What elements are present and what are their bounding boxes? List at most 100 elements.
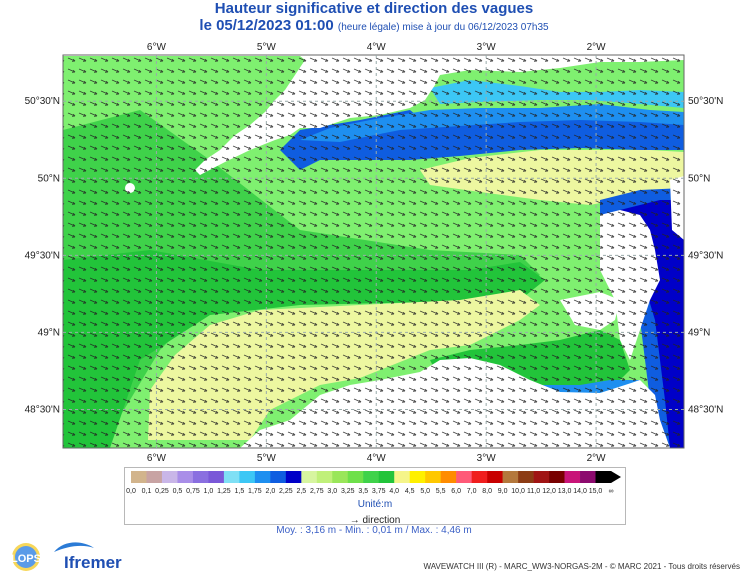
longitude-label: 4°W xyxy=(367,453,387,464)
longitude-label: 5°W xyxy=(257,453,277,464)
legend-swatch xyxy=(131,471,147,483)
legend-tick-label: 3,0 xyxy=(327,488,337,495)
legend-tick-label: 5,0 xyxy=(420,488,430,495)
legend-tick-label: 11,0 xyxy=(527,488,540,495)
legend-swatch xyxy=(363,471,380,483)
legend-tick-label: 1,5 xyxy=(235,488,245,495)
longitude-label: 2°W xyxy=(587,42,607,53)
longitude-label: 6°W xyxy=(147,42,167,53)
legend-swatch xyxy=(580,471,596,483)
legend-swatch xyxy=(378,471,395,483)
legend-tick-label: 2,75 xyxy=(310,488,324,495)
legend-swatch xyxy=(347,471,364,483)
legend-tick-label: 10,0 xyxy=(511,488,525,495)
date-line: le 05/12/2023 01:00 (heure légale) mise … xyxy=(0,17,748,36)
wave-map: 6°W 6°W 5°W 5°W 4°W 4°W 3°W 3°W 2°W 2°W 50°30'N 50°… xyxy=(25,42,724,464)
latitude-label: 50°N xyxy=(688,173,710,184)
legend-tick-label: 2,0 xyxy=(265,488,275,495)
legend-swatch xyxy=(146,471,163,483)
update-note: (heure légale) mise à jour du 06/12/2023… xyxy=(337,22,549,33)
legend-tick-label: 1,75 xyxy=(248,488,262,495)
wave-height-field xyxy=(63,55,684,448)
legend-swatch xyxy=(177,471,194,483)
legend-tick-label: 12,0 xyxy=(542,488,556,495)
legend-tick-label: 5,5 xyxy=(436,488,446,495)
legend-tick-label: 15,0 xyxy=(589,488,603,495)
legend-tick-label: 4,5 xyxy=(405,488,415,495)
legend-swatch xyxy=(425,471,441,483)
legend-swatch xyxy=(440,471,457,483)
legend-tick-label: 3,75 xyxy=(372,488,386,495)
legend-tick-label: 6,0 xyxy=(451,488,461,495)
legend-overflow-arrow xyxy=(611,471,621,483)
legend-swatch xyxy=(301,471,318,483)
legend-tick-label: 14,0 xyxy=(573,488,587,495)
direction-legend: → direction xyxy=(125,515,625,526)
legend-swatch xyxy=(285,471,302,483)
legend-swatch xyxy=(239,471,256,483)
legend-tick-label: 0,25 xyxy=(155,488,169,495)
latitude-label: 50°30'N xyxy=(25,96,60,107)
legend-tick-label: 3,25 xyxy=(341,488,355,495)
arrow-icon: → xyxy=(349,515,360,526)
graticule xyxy=(63,55,684,448)
legend-swatch xyxy=(394,471,411,483)
longitude-label: 3°W xyxy=(477,453,497,464)
unit-label: Unité:m xyxy=(357,499,393,510)
legend-tick-label: 9,0 xyxy=(498,488,508,495)
legend-tick-label: 0,75 xyxy=(186,488,200,495)
axis-labels: 6°W 6°W 5°W 5°W 4°W 4°W 3°W 3°W 2°W 2°W 50°30'N 50°… xyxy=(25,42,724,464)
legend-swatch xyxy=(332,471,349,483)
latitude-label: 50°30'N xyxy=(688,96,723,107)
lops-logo: LOPS xyxy=(4,541,48,578)
latitude-label: 49°30'N xyxy=(25,250,60,261)
map-frame xyxy=(62,54,685,449)
legend-swatch xyxy=(456,471,472,483)
direction-label: direction xyxy=(362,515,401,526)
copyright-credit: WAVEWATCH III (R) - MARC_WW3-NORGAS-2M -… xyxy=(423,562,740,571)
legend-swatch xyxy=(223,471,240,483)
longitude-label: 2°W xyxy=(587,453,607,464)
legend-tick-label: 8,0 xyxy=(482,488,492,495)
latitude-label: 48°30'N xyxy=(688,404,723,415)
latitude-label: 49°30'N xyxy=(688,250,723,261)
legend-swatch xyxy=(161,471,178,483)
legend-tick-label: 1,25 xyxy=(217,488,231,495)
legend-tick-label: 2,25 xyxy=(279,488,293,495)
page-title: Hauteur significative et direction des v… xyxy=(214,0,534,17)
legend-swatch xyxy=(487,471,503,483)
legend-swatch xyxy=(192,471,209,483)
legend-swatch xyxy=(208,471,225,483)
legend-tick-label: 4,0 xyxy=(389,488,399,495)
legend-swatch xyxy=(409,471,426,483)
latitude-label: 48°30'N xyxy=(25,404,60,415)
legend-swatch xyxy=(471,471,488,483)
legend-tick-label: 0,0 xyxy=(126,488,136,495)
legend-swatch xyxy=(316,471,333,483)
legend-swatch xyxy=(518,471,534,483)
legend-tick-label: 1,0 xyxy=(204,488,214,495)
legend-tick-label: 13,0 xyxy=(558,488,572,495)
legend-tick-label: 0,5 xyxy=(173,488,183,495)
longitude-label: 4°W xyxy=(367,42,387,53)
forecast-date: le 05/12/2023 01:00 xyxy=(199,17,334,34)
legend: 0,0 0,1 0,25 0,5 0,75 1,0 1,25 1,5 1,75 2,0 2,25 2,… xyxy=(124,467,626,526)
legend-tick-label: 2,5 xyxy=(296,488,306,495)
latitude-label: 49°N xyxy=(688,327,710,338)
legend-swatch xyxy=(564,471,581,483)
legend-swatch xyxy=(549,471,565,483)
legend-tick-label: 0,1 xyxy=(142,488,152,495)
latitude-label: 49°N xyxy=(38,327,60,338)
ifremer-logo-text: Ifremer xyxy=(64,553,122,572)
legend-swatch xyxy=(254,471,271,483)
ifremer-logo xyxy=(52,540,112,563)
legend-tick-label: ∞ xyxy=(609,488,614,495)
longitude-label: 5°W xyxy=(257,42,277,53)
legend-tick-label: 3,5 xyxy=(358,488,368,495)
legend-swatch xyxy=(595,471,612,483)
legend-tick-label: 7,0 xyxy=(467,488,477,495)
color-scale: 0,0 0,1 0,25 0,5 0,75 1,0 1,25 1,5 1,75 2,0 2,25 2,… xyxy=(126,471,621,495)
legend-swatch xyxy=(502,471,519,483)
stats-line: Moy. : 3,16 m - Min. : 0,01 m / Max. : 4… xyxy=(276,525,472,536)
lops-logo-text: LOPS xyxy=(11,553,41,565)
